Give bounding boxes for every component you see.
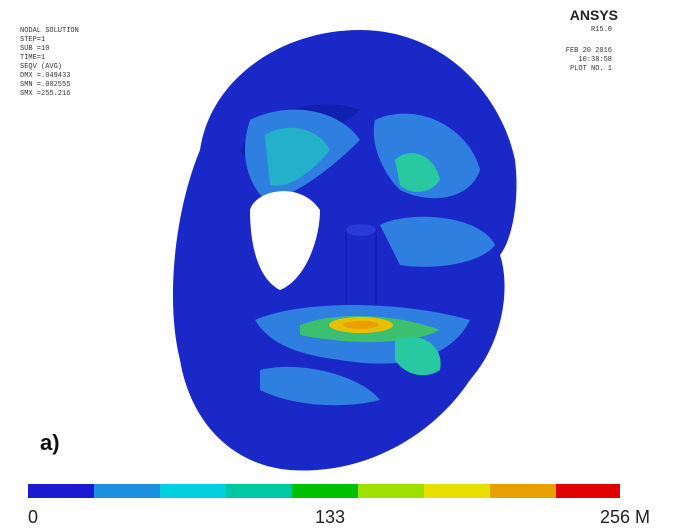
info-line: SMX =255.216 [20, 90, 70, 98]
screenshot: NODAL SOLUTIONSTEP=1SUB =10TIME=1SEQV (A… [0, 0, 681, 530]
info-line: TIME=1 [20, 54, 45, 62]
info-line: SMN =.002555 [20, 81, 70, 89]
date-line: FEB 20 2016 [566, 47, 612, 55]
colorbar-max: 256 M [600, 507, 650, 527]
colorbar-mid: 133 [315, 507, 345, 527]
info-line: DMX =.049433 [20, 72, 70, 80]
info-line: NODAL SOLUTION [20, 27, 79, 35]
figure-label: a) [40, 430, 60, 455]
colorbar-min: 0 [28, 507, 38, 527]
info-line: STEP=1 [20, 36, 45, 44]
date-line: 10:38:58 [578, 56, 612, 64]
version: R15.0 [591, 26, 612, 34]
info-line: SEQV (AVG) [20, 63, 62, 71]
date-line: PLOT NO. 1 [570, 65, 612, 73]
brand: ANSYS [570, 7, 618, 23]
info-line: SUB =10 [20, 45, 49, 53]
colorbar [28, 484, 620, 498]
